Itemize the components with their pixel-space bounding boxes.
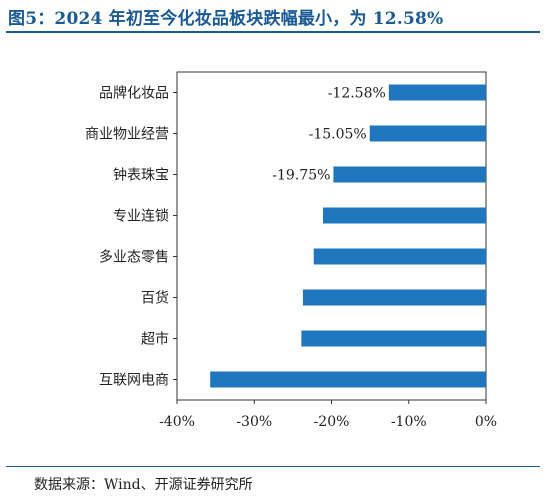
title-divider [6,31,540,33]
category-label: 专业连锁 [113,209,169,225]
figure-title: 图5：2024 年初至今化妆品板块跌幅最小，为 12.58% [8,9,444,29]
category-label: 超市 [141,331,169,348]
bars-group [210,84,486,388]
plot-area [176,71,487,401]
category-label: 多业态零售 [99,249,169,266]
category-label: 商业物业经营 [85,127,169,143]
bar-5 [313,248,486,265]
bar-8 [210,371,486,388]
category-label: 钟表珠宝 [113,167,169,184]
category-label: 品牌化妆品 [99,85,169,102]
category-label: 互联网电商 [99,373,169,389]
bar-1 [388,84,486,101]
data-label: -19.75% [272,168,330,184]
bar-3 [333,166,486,183]
category-label: 百货 [141,290,169,307]
bar-7 [301,330,486,347]
source-divider [6,466,540,467]
bar-6 [302,289,486,306]
data-labels: -12.58% -15.05% -19.75% [272,86,386,184]
x-tick-label: -30% [236,414,272,430]
x-axis-ticks: -40% -30% -20% -10% 0% [159,92,497,430]
data-label: -12.58% [328,86,386,102]
bar-4 [323,207,486,224]
source-note: 数据来源：Wind、开源证券研究所 [34,477,253,493]
data-label: -15.05% [309,127,367,143]
bar-2 [369,125,486,142]
x-tick-label: 0% [475,414,497,430]
x-tick-label: -40% [159,414,195,430]
x-tick-label: -20% [314,414,350,430]
x-tick-label: -10% [391,414,427,430]
